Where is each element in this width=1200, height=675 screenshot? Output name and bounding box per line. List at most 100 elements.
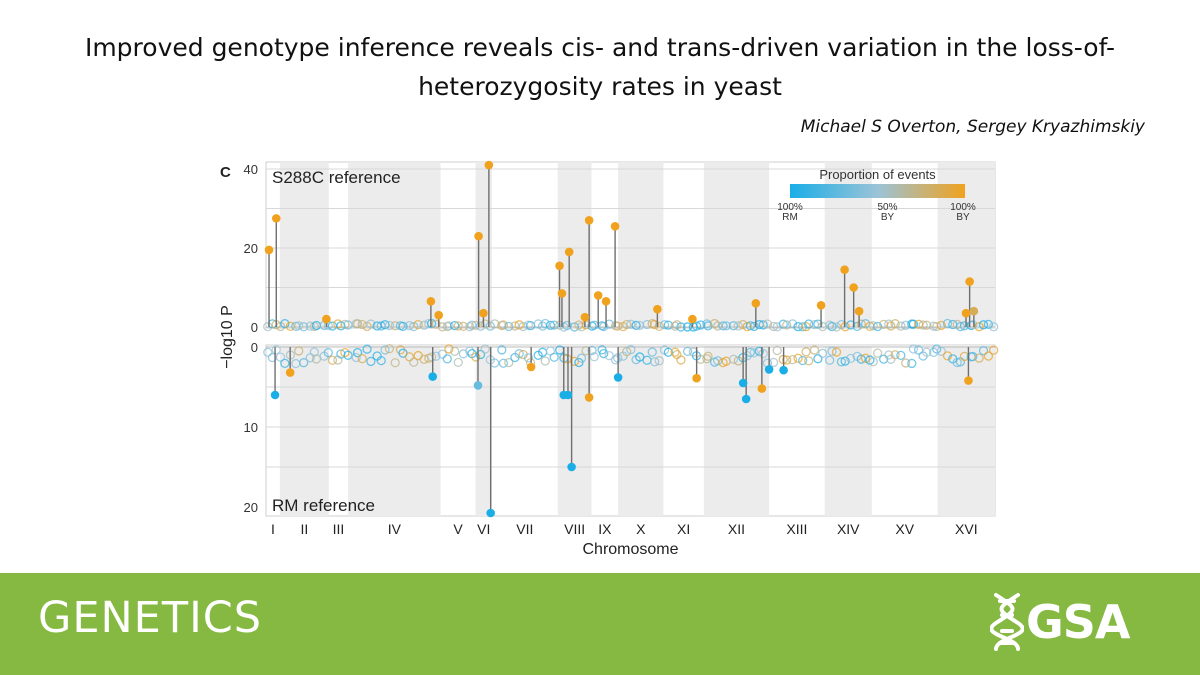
noise-point-bottom (263, 347, 273, 357)
noise-point-bottom (442, 354, 452, 364)
noise-point-top (545, 320, 556, 331)
noise-point-top (749, 321, 759, 332)
noise-point-top (294, 321, 304, 331)
noise-point-bottom (340, 348, 350, 358)
noise-point-top (352, 319, 363, 329)
noise-point-bottom (793, 353, 803, 363)
noise-point-bottom (749, 348, 759, 358)
noise-point-bottom (868, 357, 878, 367)
noise-point-top (533, 319, 543, 329)
noise-point-top (465, 322, 475, 332)
noise-point-top (340, 319, 350, 330)
peak-point-bottom (428, 372, 437, 381)
noise-point-bottom (336, 349, 346, 359)
noise-point-bottom (825, 355, 835, 365)
noise-point-top (682, 322, 693, 332)
peak-point-top (601, 297, 611, 306)
footer-bar: GENETICS GSA (0, 573, 1200, 675)
chromosome-shade-top (279, 162, 329, 328)
chromosome-shade-bottom (824, 345, 872, 516)
peak-point-bottom (285, 368, 295, 377)
noise-point-top (604, 319, 614, 329)
noise-point-top (336, 321, 346, 331)
chromosome-tick-label: XIV (837, 521, 860, 537)
chromosome-shade-bottom (557, 345, 592, 516)
noise-point-top (813, 319, 823, 329)
noise-point-bottom (936, 346, 946, 356)
noise-point-bottom (323, 347, 333, 358)
peak-point-top (840, 265, 849, 275)
noise-point-bottom (426, 352, 437, 362)
title-line-1: Improved genotype inference reveals cis-… (84, 33, 1116, 62)
peak-point-top (584, 216, 594, 225)
peak-point-top (610, 221, 620, 231)
noise-point-top (504, 321, 514, 332)
noise-point-bottom (384, 344, 395, 354)
noise-point-top (626, 319, 636, 329)
noise-point-bottom (804, 356, 814, 366)
authors: Michael S Overton, Sergey Kryazhimskiy (800, 117, 1145, 137)
chromosome-shade-top (618, 162, 664, 328)
noise-point-top (918, 320, 928, 330)
peak-point-bottom (613, 373, 623, 382)
noise-point-top (444, 321, 454, 331)
noise-point-top (868, 321, 878, 331)
chromosome-tick-label: VIII (564, 521, 585, 537)
noise-point-top (398, 321, 408, 331)
noise-point-top (498, 320, 509, 330)
noise-point-bottom (380, 345, 390, 355)
y-tick-bottom: 0 (251, 340, 258, 355)
legend-tick-allele: BY (956, 212, 970, 223)
noise-point-bottom (974, 353, 984, 363)
noise-point-bottom (409, 357, 419, 367)
dna-icon (990, 593, 1024, 651)
noise-point-top (305, 321, 315, 331)
noise-point-top (942, 318, 953, 329)
noise-point-bottom (504, 357, 514, 368)
y-tick-bottom: 20 (244, 500, 258, 515)
noise-point-bottom (676, 355, 686, 365)
noise-point-top (890, 319, 900, 329)
page-title: Improved genotype inference reveals cis-… (0, 28, 1200, 106)
noise-point-top (404, 321, 415, 331)
peak-point-top (580, 312, 590, 322)
noise-point-top (431, 319, 441, 329)
noise-point-top (728, 321, 739, 331)
peak-point-top (322, 314, 331, 324)
noise-point-bottom (978, 346, 989, 356)
noise-point-bottom (465, 346, 475, 356)
noise-point-bottom (907, 358, 917, 369)
noise-point-top (896, 321, 906, 331)
noise-point-top (817, 321, 828, 332)
noise-point-top (908, 319, 919, 329)
peak-point-top (555, 261, 564, 271)
noise-point-bottom (471, 352, 481, 362)
chromosome-shade-bottom (937, 345, 995, 516)
noise-point-top (758, 320, 768, 330)
peak-point-top (426, 297, 436, 306)
noise-point-bottom (728, 354, 739, 364)
noise-point-top (659, 320, 670, 330)
peak-point-top (564, 247, 574, 257)
noise-point-bottom (846, 353, 856, 364)
peak-point-top (969, 306, 979, 316)
peak-point-top (961, 308, 971, 318)
noise-point-bottom (908, 344, 919, 354)
noise-point-top (549, 320, 559, 330)
peak-point-bottom (692, 373, 701, 383)
noise-point-bottom (444, 344, 454, 354)
noise-point-bottom (856, 354, 866, 364)
peak-point-bottom (779, 365, 788, 375)
chromosome-shade-top (475, 162, 492, 328)
noise-point-top (599, 321, 609, 332)
noise-point-top (263, 321, 273, 332)
y-axis-label: −log10 P (219, 305, 236, 369)
peak-point-top (688, 314, 697, 324)
noise-point-top (872, 321, 883, 332)
gsa-logo: GSA (990, 587, 1130, 657)
noise-point-top (782, 320, 792, 330)
noise-point-bottom (280, 358, 290, 368)
chromosome-tick-label: VI (477, 521, 490, 537)
peak-point-bottom (741, 394, 751, 404)
noise-point-bottom (294, 346, 304, 356)
